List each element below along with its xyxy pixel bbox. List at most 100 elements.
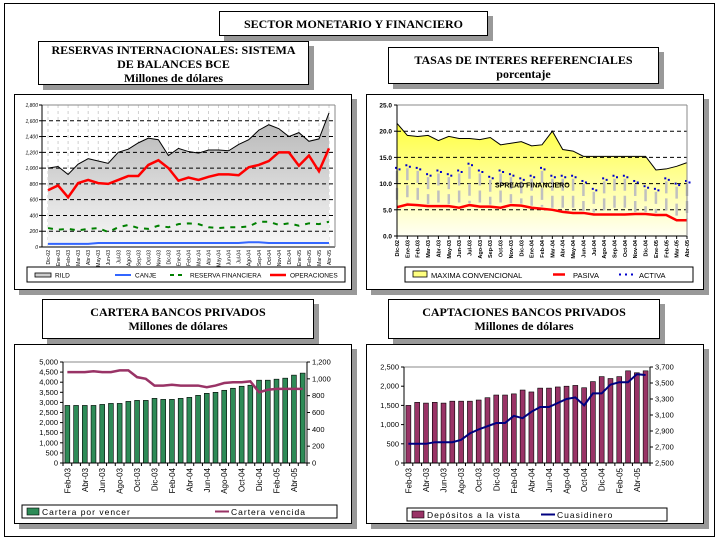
x-tick-label: Mar-03 [426, 240, 432, 258]
x-tick-label: Abr-04 [185, 467, 194, 492]
bar [458, 400, 464, 464]
x-tick-label: Jul-04 [592, 239, 598, 256]
y2-tick-label: 0 [312, 459, 316, 468]
x-tick-label: Ago-04 [220, 467, 229, 493]
bar [204, 393, 210, 464]
series-point-activa [636, 181, 639, 184]
x-tick-label: Jun-03 [98, 467, 107, 492]
x-tick-label: May-03 [447, 240, 453, 259]
x-tick-label: Ene-03 [56, 250, 62, 266]
x-tick-label: Feb-03 [63, 467, 72, 493]
series-point-activa [519, 177, 522, 180]
bar [169, 399, 175, 464]
series-point-activa [622, 174, 625, 177]
series-point-activa [616, 176, 618, 179]
x-tick-label: Feb-04 [540, 239, 546, 258]
page-title: SECTOR MONETARIO Y FINANCIERO [243, 17, 464, 31]
bar [134, 400, 140, 464]
x-tick-label: Oct-04 [267, 250, 273, 265]
bar [642, 370, 649, 464]
legend-label: Cuasidinero [557, 510, 613, 520]
y2-tick-label: 3,500 [655, 379, 674, 388]
y2-tick-label: 200 [312, 442, 325, 451]
series-point-activa [574, 176, 577, 179]
series-point-activa [678, 184, 681, 187]
legend-box [21, 504, 338, 519]
y-tick-label: 1,500 [39, 428, 58, 437]
y-tick-label: 400 [30, 213, 39, 219]
bar [282, 377, 288, 464]
x-tick-label: Dic-02 [395, 240, 401, 257]
x-tick-label: Feb-05 [273, 467, 282, 493]
tasas-chart: SPREAD FINANCIERO 0.0 5.0 10.0 15.0 20.0 25.0 D… [379, 103, 694, 283]
y-tick-label: 0.0 [383, 234, 392, 241]
captaciones-subtitle: Millones de dólares [474, 319, 574, 333]
series-point-activa [408, 165, 411, 168]
x-tick-label: May-03 [96, 250, 102, 267]
legend-label: CANJE [135, 273, 157, 280]
y-tick-label: 20.0 [379, 129, 392, 136]
series-point-activa [571, 174, 574, 177]
y2-tick-label: 3,100 [655, 411, 674, 420]
x-tick-label: Dic-03 [492, 467, 501, 491]
x-tick-label: Jun-03 [106, 250, 112, 266]
series-point-activa [450, 174, 453, 177]
series-point-activa [657, 189, 660, 192]
x-tick-label: Abr-03 [86, 250, 92, 265]
x-tick-label: Jun-04 [581, 239, 587, 258]
y-tick-label: 3,500 [39, 388, 58, 397]
captaciones-chart-panel: 0 500 1,000 1,500 2,000 2,500 2,500 2,700 2,900 3… [366, 344, 704, 524]
bar [519, 389, 526, 464]
y2-tick-label: 600 [312, 408, 325, 417]
spread-annotation: SPREAD FINANCIERO [495, 182, 570, 189]
bar [212, 391, 219, 464]
bar [598, 376, 605, 464]
x-tick-label: Dic-04 [598, 467, 607, 491]
x-tick-label: Oct-03 [133, 467, 142, 492]
x-tick-label: Dic-03 [519, 240, 525, 257]
x-tick-label: Ene-05 [297, 250, 303, 266]
series-point-activa [626, 176, 629, 179]
x-tick-label: Jun-04 [203, 467, 212, 492]
x-tick-label: Nov-04 [277, 250, 283, 266]
bar [607, 378, 614, 464]
captaciones-chart: 0 500 1,000 1,500 2,000 2,500 2,500 2,700 2,900 3… [380, 363, 674, 522]
series-point-activa [429, 174, 432, 177]
x-tick-label: Dic-04 [644, 239, 650, 256]
tasas-chart-panel: SPREAD FINANCIERO 0.0 5.0 10.0 15.0 20.0 25.0 D… [366, 94, 704, 290]
tasas-subtitle: porcentaje [496, 67, 551, 81]
bar [475, 399, 482, 464]
x-tick-label: Sep-03 [488, 240, 494, 258]
series-point-activa [457, 169, 460, 172]
x-tick-label: Dic-02 [46, 250, 52, 265]
x-tick-label: Feb-03 [404, 467, 413, 493]
x-tick-label: Jun-03 [457, 240, 463, 258]
series-point-activa [553, 176, 556, 179]
x-tick-label: Dic-04 [255, 467, 264, 491]
series-point-activa [426, 173, 429, 176]
y-tick-label: 500 [45, 448, 58, 457]
x-tick-label: May-04 [217, 250, 223, 267]
series-point-activa [533, 176, 536, 179]
series-point-activa [477, 169, 480, 172]
x-tick-label: Ago-03 [478, 240, 484, 259]
y2-tick-label: 3,700 [655, 363, 674, 372]
x-tick-label: Mar-05 [675, 240, 681, 258]
y2-tick-label: 1,000 [312, 374, 331, 383]
bar [221, 389, 227, 464]
x-tick-label: Oct-04 [238, 467, 247, 492]
reservas-chart-panel: 0 200 400 600 800 1,000 1,200 1,400 1,600 1,800 Di… [14, 94, 352, 290]
y-tick-label: 15.0 [379, 155, 392, 162]
x-tick-label: Abr-05 [685, 240, 691, 257]
series-point-activa [664, 177, 667, 180]
x-tick-label: Ene-04 [176, 250, 182, 266]
legend-swatch-maxima [412, 270, 428, 278]
bar [546, 387, 552, 464]
x-tick-label: Mar-04 [550, 239, 556, 258]
y-tick-label: 2,500 [380, 363, 399, 372]
x-tick-label: Jul-03 [116, 250, 122, 264]
y2-tick-label: 800 [312, 391, 325, 400]
bar [177, 398, 184, 464]
x-tick-label: Oct-03 [475, 467, 484, 492]
series-line-operaciones [47, 147, 331, 200]
